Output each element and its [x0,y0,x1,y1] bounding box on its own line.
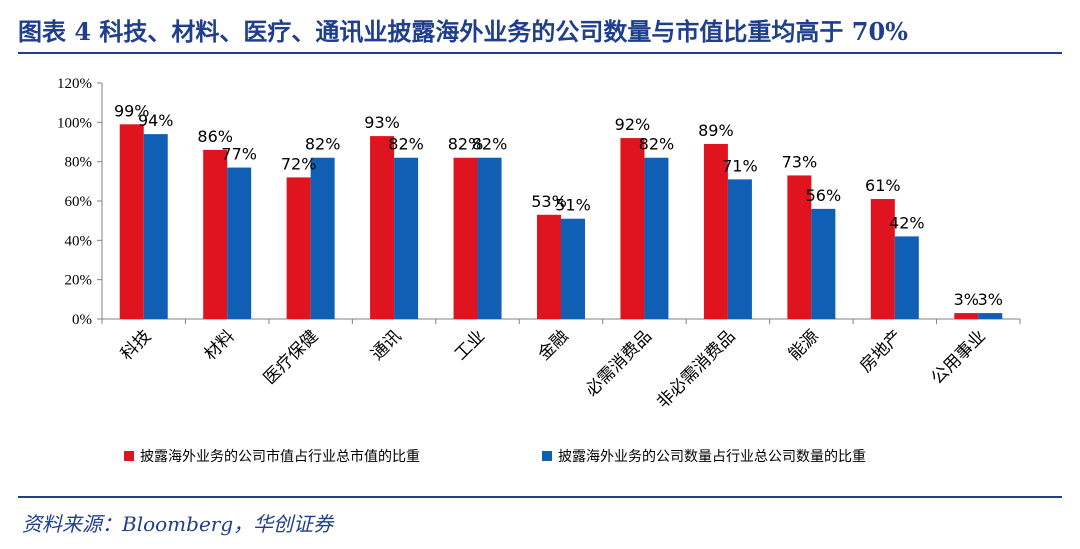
bar-series-1 [370,136,395,319]
bar-series-1 [286,177,311,319]
bar-series-2 [561,218,585,319]
bar-series-2 [394,157,419,319]
bar-series-2 [477,157,502,319]
data-label-series-2: 42% [889,213,925,232]
y-tick-label: 40% [65,233,93,249]
bar-series-1 [870,199,895,319]
x-category-label: 科技 [117,326,155,364]
bar-series-1 [620,138,645,319]
data-label-series-2: 56% [806,186,842,205]
data-label-series-2: 82% [305,135,341,154]
x-category-label: 材料 [201,326,239,364]
bar-series-1 [787,175,812,319]
x-category-label: 通讯 [367,326,405,364]
legend-item-series-2: 披露海外业务的公司数量占行业总公司数量的比重 [542,446,866,466]
data-label-series-2: 82% [472,135,508,154]
legend-swatch-series-1 [124,451,134,461]
bar-series-1 [119,124,144,319]
data-label-series-2: 82% [388,135,424,154]
data-labels: 99%94%86%77%72%82%93%82% 82%82%53%51%92%8… [114,101,1003,309]
legend-label-series-1: 披露海外业务的公司市值占行业总市值的比重 [140,449,420,465]
data-label-series-2: 77% [221,145,257,164]
source-note: 资料来源：Bloomberg，华创证券 [22,512,334,536]
x-category-label: 必需消费品 [582,326,656,400]
data-label-series-2: 51% [555,196,591,215]
legend: 披露海外业务的公司市值占行业总市值的比重 披露海外业务的公司数量占行业总公司数量… [0,446,1080,470]
bar-series-1 [954,313,979,319]
bar-series-2 [143,134,168,319]
bar-series-2 [644,157,669,319]
bar-series-2 [978,313,1003,319]
data-label-series-1: 73% [782,152,818,171]
y-tick-label: 0% [72,312,92,328]
bar-series-2 [310,157,335,319]
x-category-label: 能源 [785,326,823,364]
bar-series-2 [227,167,252,319]
y-axis: 0% 20% 40% 60% 80% 100% 120% [57,76,103,328]
x-category-label: 工业 [451,326,489,364]
data-label-series-1: 61% [865,176,901,195]
legend-item-series-1: 披露海外业务的公司市值占行业总市值的比重 [124,446,420,466]
x-category-label: 医疗保健 [260,326,322,388]
legend-label-series-2: 披露海外业务的公司数量占行业总公司数量的比重 [558,449,866,465]
data-label-series-1: 53% [531,192,567,211]
data-label-series-1: 92% [615,115,651,134]
y-tick-label: 120% [57,76,92,92]
bar-series-1 [537,214,561,319]
data-label-series-2: 82% [639,135,675,154]
data-label-series-2: 94% [138,111,174,130]
bar-chart: 0% 20% 40% 60% 80% 100% 120% 科技 材料 医疗保健 通讯 工业 金融 必需消… [57,76,1021,413]
y-tick-label: 20% [65,273,93,289]
title-rule [18,52,1062,54]
bar-series-2 [894,236,919,319]
legend-swatch-series-2 [542,451,552,461]
data-label-series-1: 3% [954,290,979,309]
x-category-label: 房地产 [856,326,906,376]
bar-series-1 [703,143,728,319]
bars [119,124,1003,319]
figure-title: 图表 4 科技、材料、医疗、通讯业披露海外业务的公司数量与市值比重均高于 70% [18,17,908,46]
bar-series-2 [727,179,752,319]
y-tick-label: 100% [57,115,92,131]
bar-series-1 [453,157,478,319]
data-label-series-1: 86% [197,127,233,146]
data-label-series-1: 93% [364,113,400,132]
y-tick-label: 60% [65,194,93,210]
data-label-series-1: 89% [698,121,734,140]
data-label-series-1: 82% [448,135,484,154]
figure-title-bar: 图表 4 科技、材料、医疗、通讯业披露海外业务的公司数量与市值比重均高于 70% [18,8,1062,54]
bar-series-1 [203,149,228,319]
data-label-series-1: 99% [114,101,150,120]
source-rule [18,496,1062,498]
x-category-label: 金融 [534,326,572,364]
data-label-series-2: 3% [978,290,1003,309]
y-tick-label: 80% [65,155,93,171]
bar-series-2 [811,208,836,319]
x-category-label: 非必需消费品 [653,326,739,412]
x-category-label: 公用事业 [928,326,990,388]
data-label-series-2: 71% [722,156,758,175]
data-label-series-1: 72% [281,154,317,173]
